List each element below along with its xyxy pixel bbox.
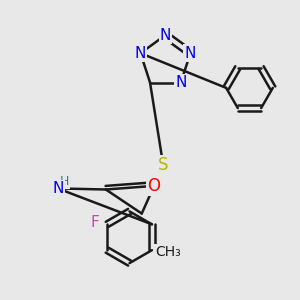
Text: H: H [59,176,69,188]
Text: CH₃: CH₃ [155,245,181,259]
Text: N: N [52,181,63,196]
Text: N: N [160,28,171,43]
Text: N: N [185,46,196,61]
Text: F: F [90,215,99,230]
Text: O: O [147,177,160,195]
Text: S: S [158,156,169,174]
Text: N: N [175,75,187,90]
Text: N: N [135,46,146,61]
